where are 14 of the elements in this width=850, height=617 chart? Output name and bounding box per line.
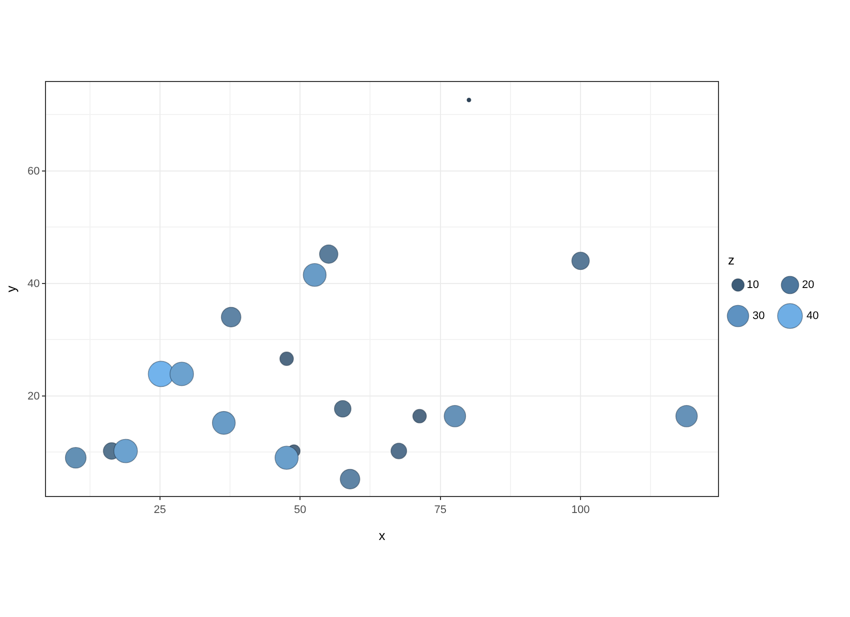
y-tick-label: 60 xyxy=(28,166,40,178)
legend-label: 10 xyxy=(746,278,760,291)
x-axis-title: x xyxy=(378,528,386,543)
legend-label: 40 xyxy=(806,310,819,322)
y-tick-label: 40 xyxy=(28,278,40,290)
y-tick-label: 20 xyxy=(28,390,40,403)
x-tick-label: 50 xyxy=(294,504,306,516)
x-tick-label: 75 xyxy=(434,504,446,516)
x-tick-label: 100 xyxy=(571,504,590,516)
x-tick-label: 25 xyxy=(154,504,166,516)
legend-label: 30 xyxy=(752,310,765,322)
legend-title: z xyxy=(728,252,734,268)
y-axis-title: y xyxy=(4,285,18,292)
legend-label: 20 xyxy=(802,278,814,291)
